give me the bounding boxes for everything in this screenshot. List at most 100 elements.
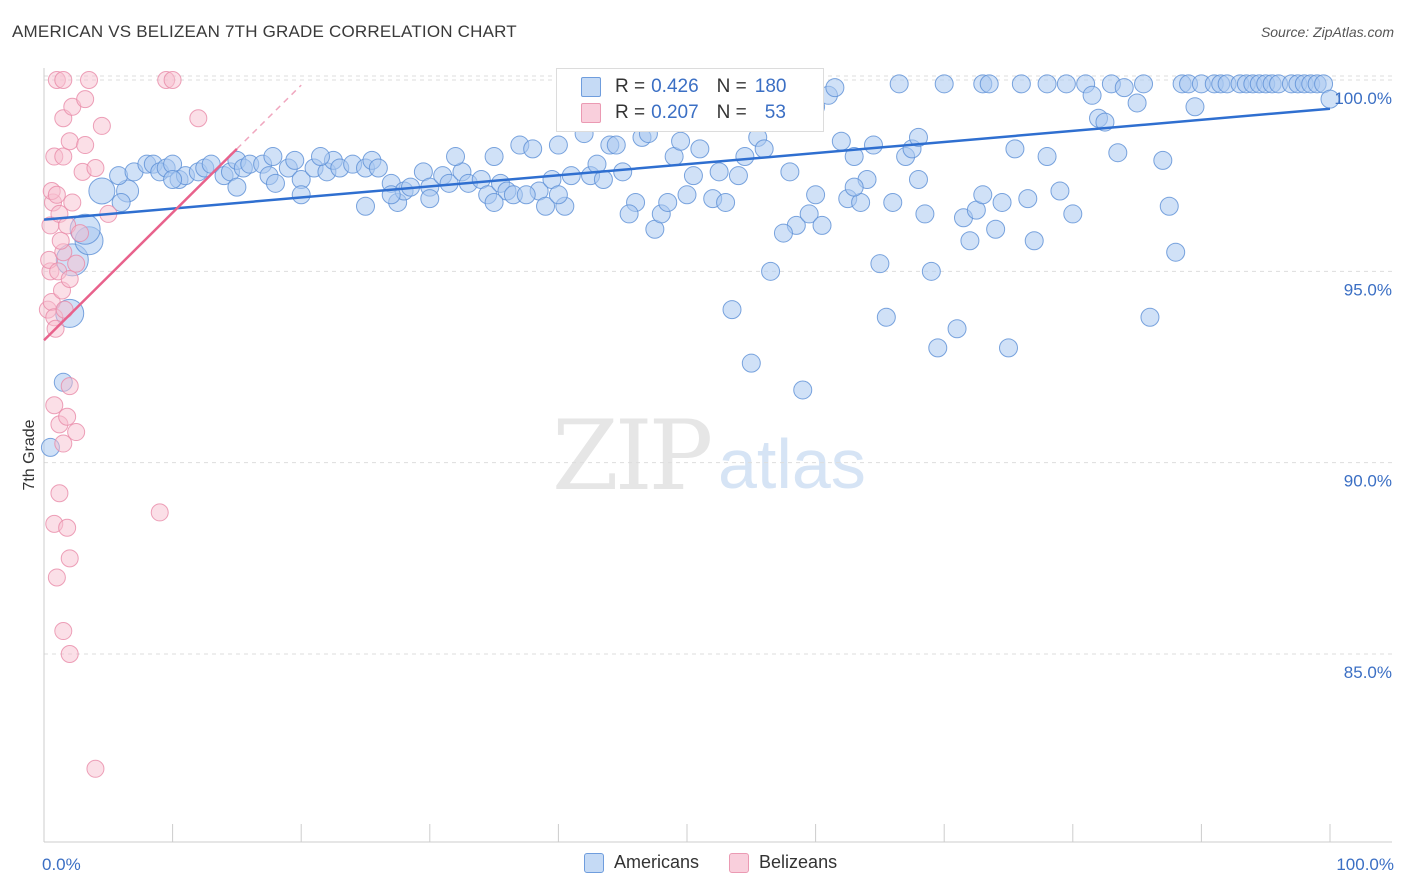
chart-title: AMERICAN VS BELIZEAN 7TH GRADE CORRELATI… [12,22,517,41]
american-point [536,196,556,216]
american-point [947,319,967,339]
belizean-point [54,622,73,641]
source-label: Source: ZipAtlas.com [1260,24,1394,40]
american-point [844,147,864,167]
american-point [1024,231,1044,251]
american-point [876,307,896,327]
belizean-point [47,568,66,587]
belizean-point [60,645,79,663]
belizean-point [58,518,77,537]
american-point [1018,189,1038,209]
legend-row-americans: R = 0.426 N = 180 [581,74,786,100]
axis-labels: 100.0% 95.0% 90.0% 85.0% 0.0% 100.0% 7th Grade [21,89,1394,874]
american-point [263,147,283,167]
american-point [1011,74,1031,94]
belizean-point [60,377,79,396]
american-point [690,139,710,159]
american-point [683,166,703,186]
american-point [831,131,851,151]
belizean-point [67,254,86,273]
y-axis-title: 7th Grade [21,419,38,490]
belizean-point [58,407,77,426]
series-americans [40,74,1340,457]
american-point [1114,78,1134,98]
belizean-point [80,71,99,89]
legend-n-value-belizeans: 53 [764,102,786,123]
american-point [613,162,633,182]
american-point [844,177,864,197]
american-point [265,173,285,193]
american-point [722,300,742,320]
american-point [863,135,883,155]
y-tick-label: 100.0% [1334,89,1392,108]
y-tick-label: 95.0% [1344,280,1392,299]
american-point [368,158,388,178]
american-point [1320,89,1340,109]
american-point [870,254,890,274]
american-point [773,223,793,243]
american-point [799,204,819,224]
series-belizeans [38,71,208,778]
american-point [677,185,697,205]
legend: R = 0.426 N = 180 R = 0.207 N = 53 [556,68,824,132]
american-point [761,261,781,281]
american-point [883,192,903,212]
belizean-point [50,484,69,503]
bottom-legend-americans[interactable]: Americans [584,852,699,873]
bottom-legend-swatch-americans [584,852,604,873]
american-point [908,127,928,147]
american-point [420,189,440,209]
belizean-point [163,71,182,89]
american-point [1037,74,1057,94]
american-point [1005,139,1025,159]
belizean-point [47,185,66,204]
bottom-legend-belizeans[interactable]: Belizeans [729,852,837,873]
american-point [1082,85,1102,105]
american-point [548,185,568,205]
american-point [619,204,639,224]
american-point [728,166,748,186]
bottom-legend-label-americans: Americans [614,852,700,872]
belizean-point [63,193,82,212]
belizean-point [45,396,64,415]
belizean-point [51,231,70,250]
american-point [310,147,330,167]
belizean-point [60,549,79,568]
american-point [928,338,948,358]
belizean-point [60,269,79,288]
american-point [484,192,504,212]
american-point [780,162,800,182]
legend-r-value-americans: 0.426 [651,76,699,97]
american-point [979,74,999,94]
american-point [793,380,813,400]
bottom-legend: Americans Belizeans [584,852,867,873]
american-point [516,185,536,205]
belizean-point [150,503,169,522]
bottom-legend-label-belizeans: Belizeans [759,852,838,872]
x-tick-label-left: 0.0% [42,855,81,874]
x-tick-label-right: 100.0% [1336,855,1394,874]
american-point [1127,93,1147,113]
american-point [523,139,543,159]
american-point [88,177,116,205]
american-point [1037,147,1057,167]
american-point [1056,74,1076,94]
american-point [889,74,909,94]
american-point [484,147,504,167]
belizean-point [67,423,86,442]
american-point [999,338,1018,358]
legend-n-label: N = [716,102,747,123]
american-point [1185,97,1205,117]
american-point [754,139,774,159]
belizean-point [54,147,73,166]
american-point [658,192,678,212]
american-point [716,192,736,212]
belizean-point [86,159,105,178]
american-point [1050,181,1070,201]
legend-n-label: N = [716,76,747,97]
american-point [960,231,980,251]
legend-n-value-americans: 180 [754,76,787,97]
american-point [992,192,1012,212]
belizean-point [189,109,208,128]
american-point [1166,242,1186,262]
